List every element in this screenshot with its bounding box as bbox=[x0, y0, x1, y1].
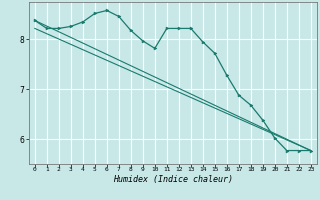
X-axis label: Humidex (Indice chaleur): Humidex (Indice chaleur) bbox=[113, 175, 233, 184]
